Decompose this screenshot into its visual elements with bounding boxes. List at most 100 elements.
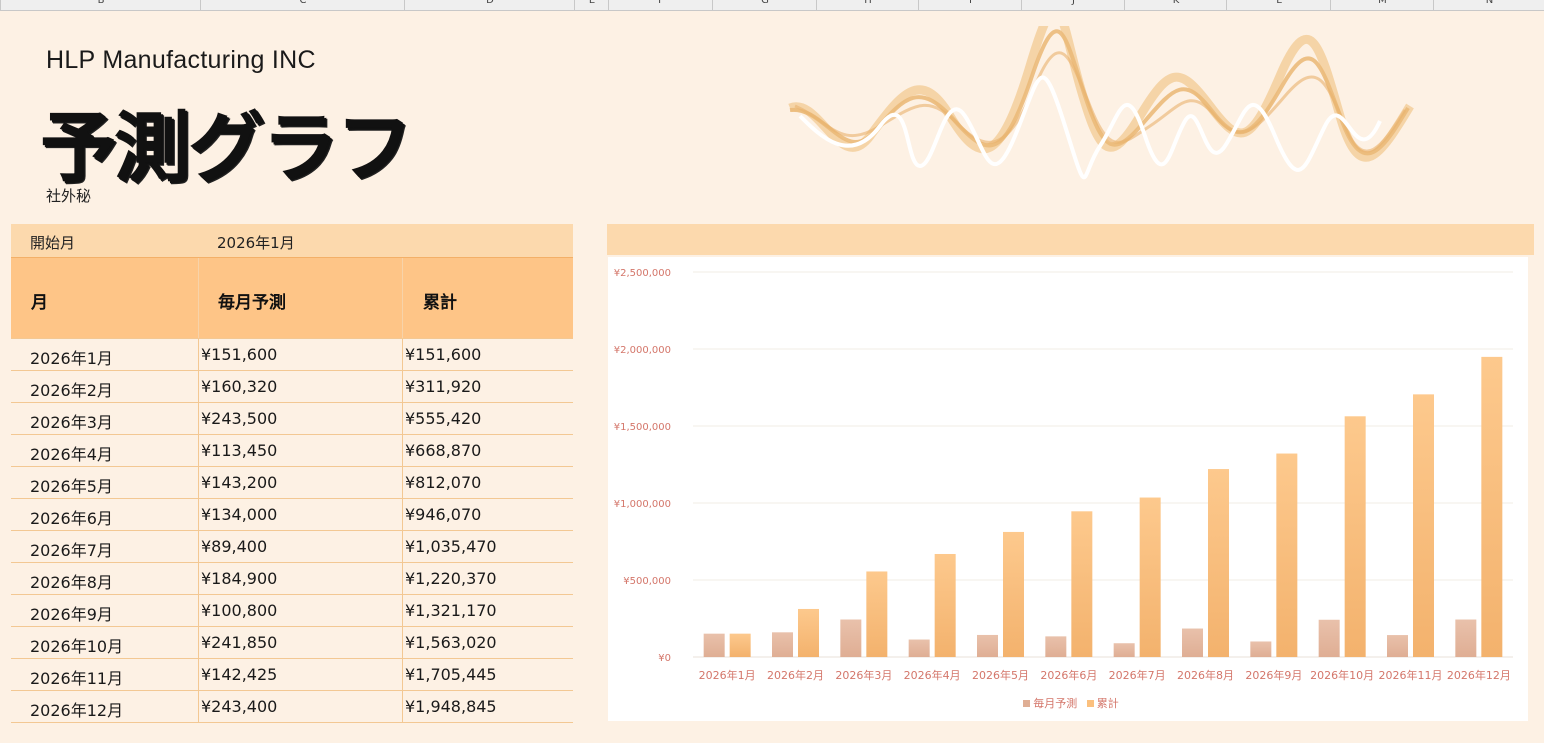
cell-monthly-forecast[interactable]: ¥143,200	[201, 473, 278, 492]
bar-monthly-forecast[interactable]	[1045, 636, 1067, 657]
confidential-label: 社外秘	[46, 187, 92, 205]
x-tick-label: 2026年12月	[1447, 668, 1511, 682]
cell-month[interactable]: 2026年3月	[30, 413, 113, 432]
cell-cumulative[interactable]: ¥812,070	[405, 473, 482, 492]
cell-month[interactable]: 2026年8月	[30, 573, 113, 592]
bar-monthly-forecast[interactable]	[1113, 643, 1135, 657]
y-tick-label: ¥2,000,000	[614, 345, 671, 356]
cell-month[interactable]: 2026年2月	[30, 381, 113, 400]
column-header-l[interactable]: L	[1226, 0, 1331, 10]
cell-month[interactable]: 2026年10月	[30, 637, 124, 656]
cell-monthly-forecast[interactable]: ¥241,850	[201, 633, 278, 652]
x-tick-label: 2026年8月	[1177, 668, 1234, 682]
cell-cumulative[interactable]: ¥555,420	[405, 409, 482, 428]
cell-monthly-forecast[interactable]: ¥142,425	[201, 665, 278, 684]
cell-month[interactable]: 2026年7月	[30, 541, 113, 560]
bar-monthly-forecast[interactable]	[1182, 628, 1203, 657]
column-header-n[interactable]: N	[1433, 0, 1544, 10]
cell-cumulative[interactable]: ¥311,920	[405, 377, 482, 396]
column-header-j[interactable]: J	[1021, 0, 1125, 10]
bar-cumulative[interactable]	[1481, 356, 1503, 657]
bar-cumulative[interactable]	[1276, 453, 1298, 657]
start-month-input[interactable]: 2026年1月	[217, 234, 295, 252]
cell-month[interactable]: 2026年12月	[30, 701, 124, 720]
cell-month[interactable]: 2026年9月	[30, 605, 113, 624]
column-header-b[interactable]: B	[0, 0, 201, 10]
table-row: 2026年3月 ¥243,500 ¥555,420	[11, 403, 573, 435]
column-header-m[interactable]: M	[1330, 0, 1434, 10]
bar-monthly-forecast[interactable]	[1318, 619, 1340, 657]
wave-line-3	[794, 51, 1407, 153]
bar-monthly-forecast[interactable]	[772, 632, 793, 657]
forecast-chart[interactable]: ¥0 ¥500,000 ¥1,000,000 ¥1,500,000 ¥2,000,000…	[608, 257, 1528, 721]
cell-month[interactable]: 2026年11月	[30, 669, 124, 688]
column-header-k[interactable]: K	[1124, 0, 1227, 10]
bar-cumulative[interactable]	[1003, 531, 1024, 657]
bar-cumulative[interactable]	[934, 553, 956, 657]
table-row: 2026年8月 ¥184,900 ¥1,220,370	[11, 563, 573, 595]
bar-cumulative[interactable]	[1344, 416, 1366, 657]
legend-label-monthly: 毎月予測	[1033, 697, 1078, 710]
y-tick-label: ¥0	[658, 653, 671, 664]
cell-monthly-forecast[interactable]: ¥100,800	[201, 601, 278, 620]
column-header-h[interactable]: H	[816, 0, 919, 10]
bar-monthly-forecast[interactable]	[1455, 619, 1477, 657]
bar-cumulative[interactable]	[1139, 497, 1161, 657]
bar-cumulative[interactable]	[798, 608, 819, 657]
cell-monthly-forecast[interactable]: ¥243,500	[201, 409, 278, 428]
table-row: 2026年12月 ¥243,400 ¥1,948,845	[11, 691, 573, 723]
y-tick-label: ¥1,500,000	[614, 422, 671, 433]
start-month-label: 開始月	[30, 234, 76, 252]
cell-monthly-forecast[interactable]: ¥134,000	[201, 505, 278, 524]
chart-title-bar	[607, 224, 1534, 255]
cell-month[interactable]: 2026年4月	[30, 445, 113, 464]
cell-cumulative[interactable]: ¥1,948,845	[405, 697, 497, 716]
bar-monthly-forecast[interactable]	[908, 639, 930, 657]
page-title: 予測グラフ	[40, 103, 412, 192]
cell-monthly-forecast[interactable]: ¥243,400	[201, 697, 278, 716]
bar-monthly-forecast[interactable]	[1387, 635, 1408, 657]
table-row: 2026年11月 ¥142,425 ¥1,705,445	[11, 659, 573, 691]
bar-cumulative[interactable]	[1413, 394, 1434, 657]
cell-cumulative[interactable]: ¥151,600	[405, 345, 482, 364]
cell-monthly-forecast[interactable]: ¥160,320	[201, 377, 278, 396]
column-header-cumulative: 累計	[423, 293, 457, 313]
table-row: 2026年1月 ¥151,600 ¥151,600	[11, 338, 573, 371]
legend-swatch-cumulative	[1086, 700, 1094, 707]
bar-cumulative[interactable]	[866, 571, 888, 657]
cell-cumulative[interactable]: ¥668,870	[405, 441, 482, 460]
cell-month[interactable]: 2026年5月	[30, 477, 113, 496]
column-header-c[interactable]: C	[200, 0, 405, 10]
bar-cumulative[interactable]	[729, 633, 751, 657]
cell-cumulative[interactable]: ¥1,705,445	[405, 665, 497, 684]
cell-month[interactable]: 2026年6月	[30, 509, 113, 528]
cell-month[interactable]: 2026年1月	[30, 349, 113, 368]
bar-monthly-forecast[interactable]	[977, 634, 998, 657]
cell-monthly-forecast[interactable]: ¥89,400	[201, 537, 268, 556]
cell-cumulative[interactable]: ¥1,321,170	[405, 601, 497, 620]
column-header-month: 月	[31, 293, 48, 313]
column-header-e[interactable]: E	[574, 0, 609, 10]
column-header-monthly-forecast: 毎月予測	[218, 293, 286, 313]
cell-cumulative[interactable]: ¥1,563,020	[405, 633, 497, 652]
column-header-g[interactable]: G	[712, 0, 817, 10]
column-header-d[interactable]: D	[404, 0, 575, 10]
bar-monthly-forecast[interactable]	[703, 633, 725, 657]
y-tick-label: ¥500,000	[623, 576, 671, 587]
column-header-i[interactable]: I	[918, 0, 1022, 10]
column-header-f[interactable]: F	[608, 0, 713, 10]
cell-cumulative[interactable]: ¥1,220,370	[405, 569, 497, 588]
decorative-waves	[788, 26, 1414, 180]
cell-monthly-forecast[interactable]: ¥113,450	[201, 441, 278, 460]
bar-cumulative[interactable]	[1208, 469, 1229, 657]
x-tick-label: 2026年2月	[767, 668, 824, 682]
cell-monthly-forecast[interactable]: ¥151,600	[201, 345, 278, 364]
bar-cumulative[interactable]	[1071, 511, 1093, 657]
cell-cumulative[interactable]: ¥946,070	[405, 505, 482, 524]
x-tick-label: 2026年11月	[1379, 668, 1443, 682]
cell-monthly-forecast[interactable]: ¥184,900	[201, 569, 278, 588]
y-tick-label: ¥2,500,000	[614, 268, 671, 279]
cell-cumulative[interactable]: ¥1,035,470	[405, 537, 497, 556]
bar-monthly-forecast[interactable]	[840, 619, 862, 657]
bar-monthly-forecast[interactable]	[1250, 641, 1272, 657]
